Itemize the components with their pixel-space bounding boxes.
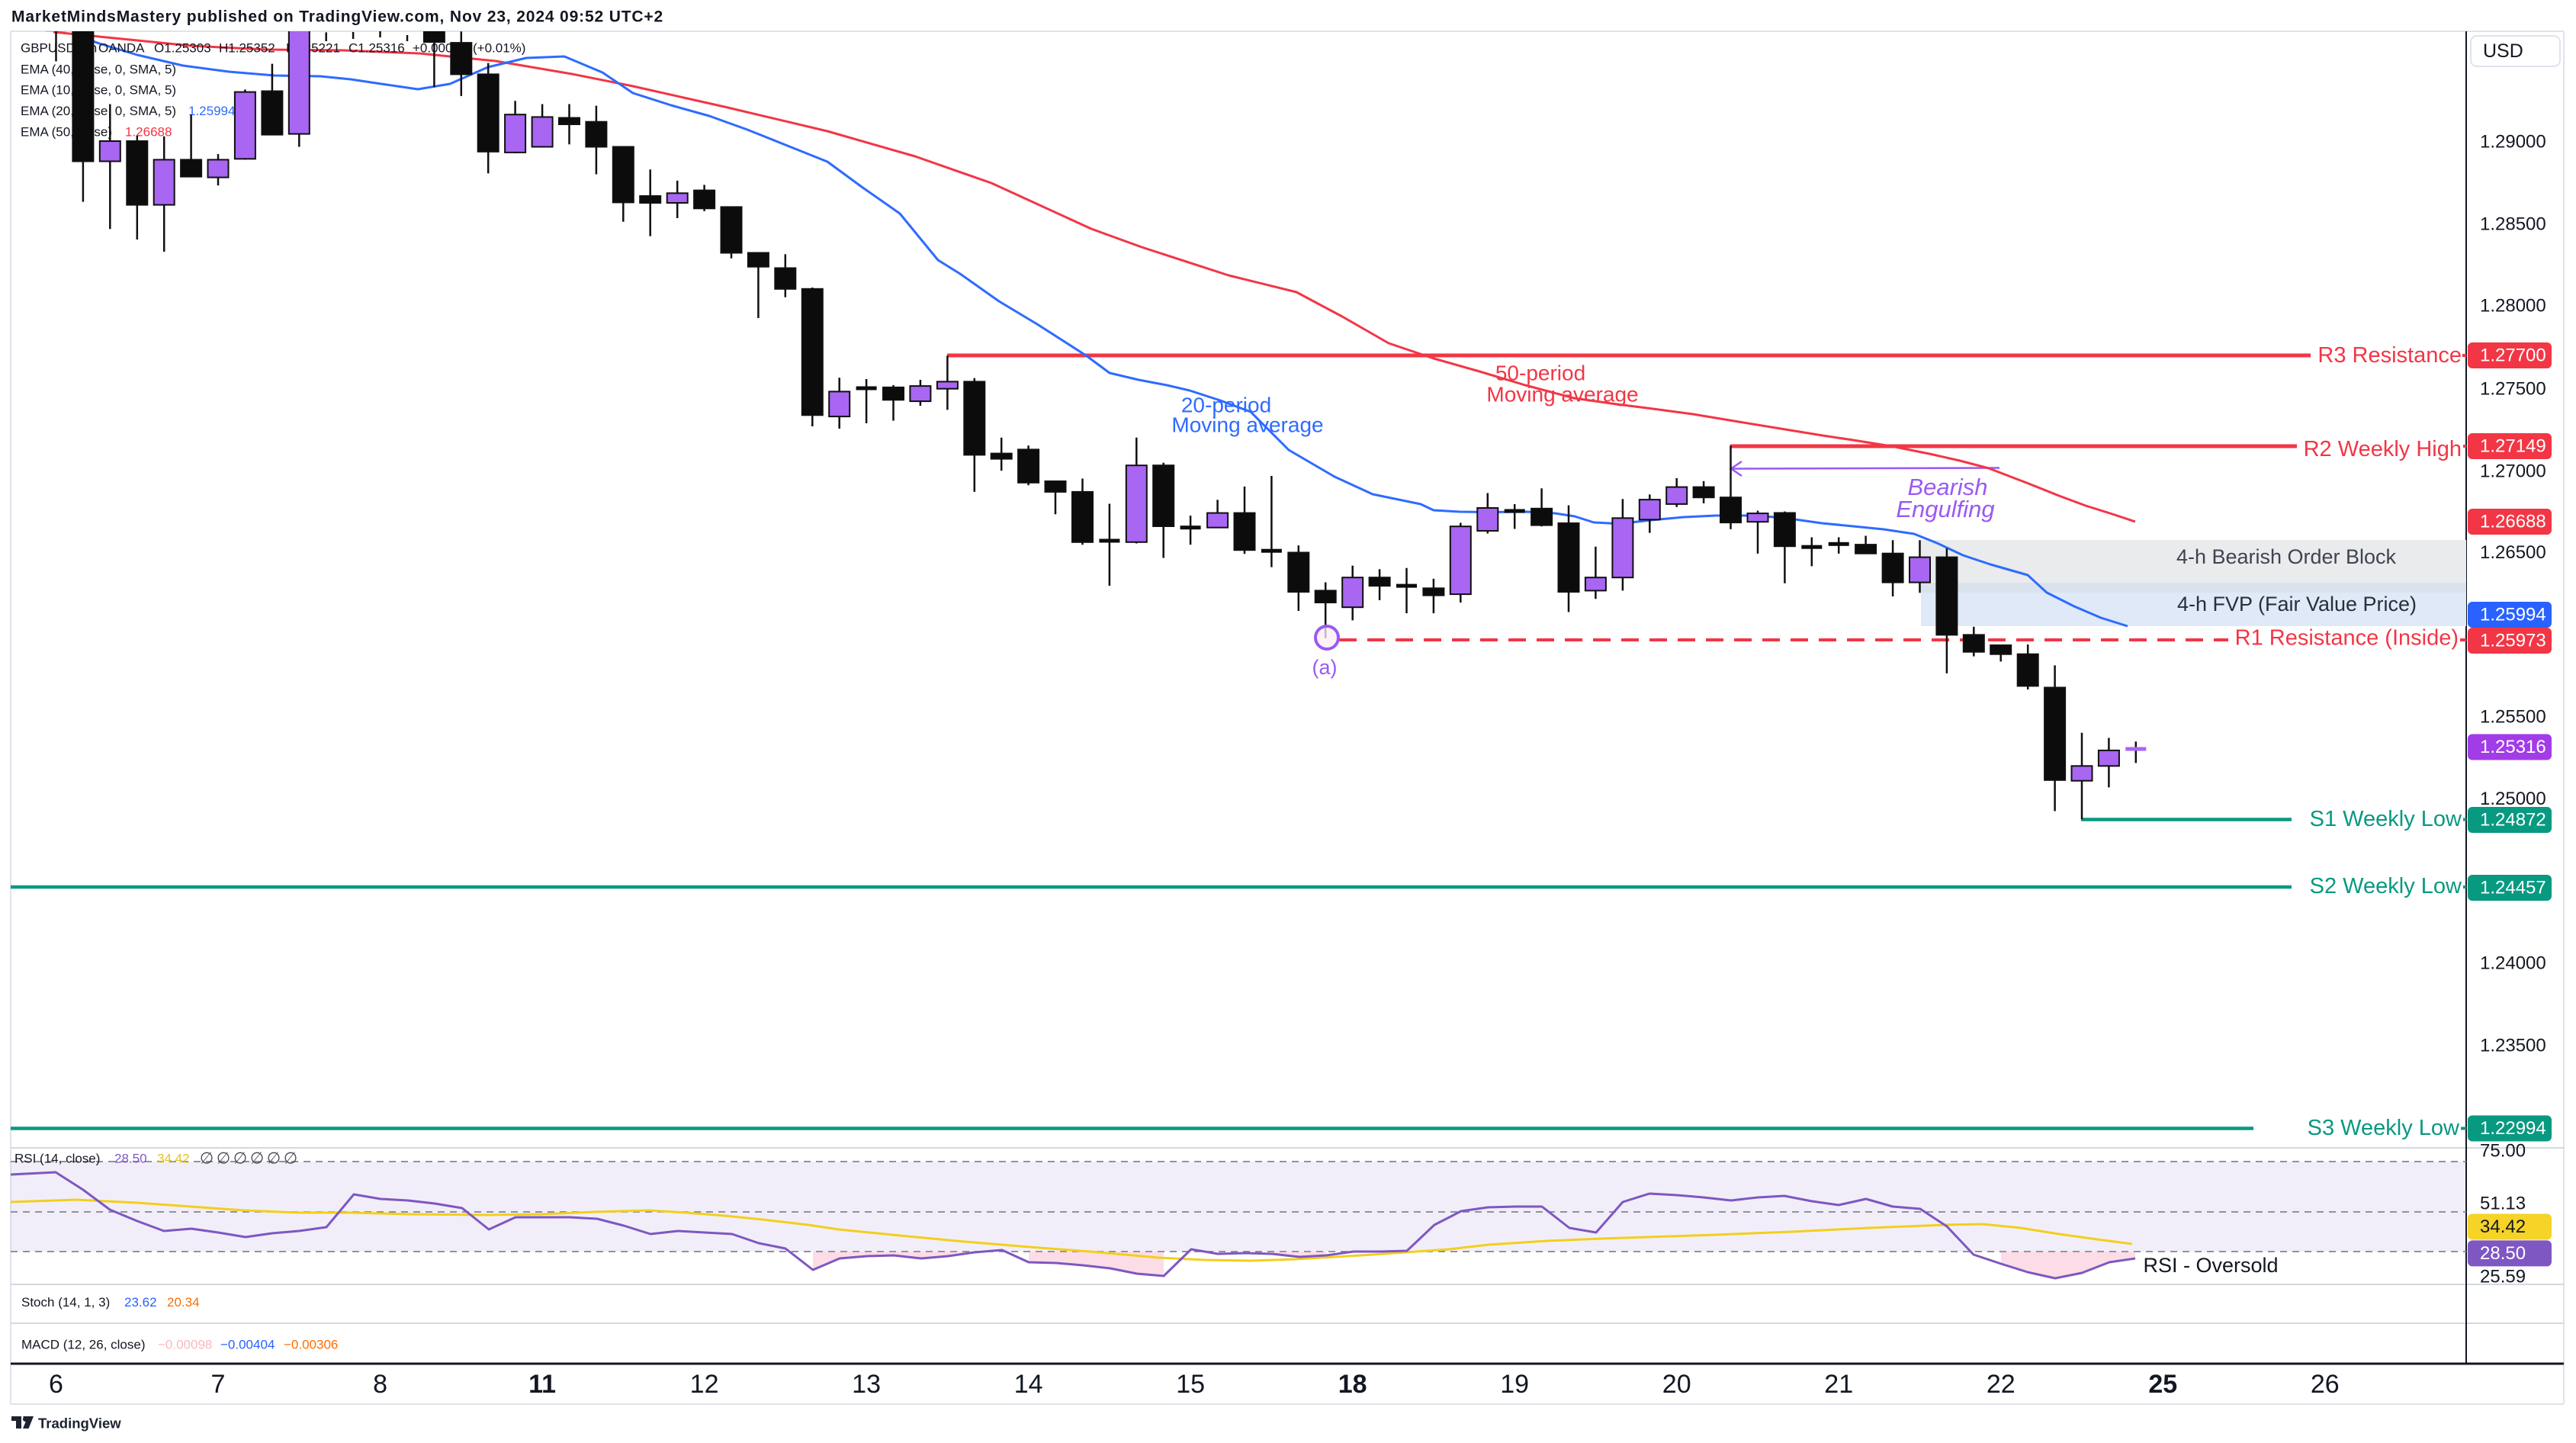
svg-text:Moving average: Moving average [1171, 413, 1323, 437]
svg-text:19: 19 [1500, 1370, 1529, 1399]
svg-text:1.25316: 1.25316 [2480, 737, 2546, 757]
svg-text:OANDA: OANDA [98, 41, 145, 56]
svg-text:1.25500: 1.25500 [2480, 707, 2546, 728]
svg-text:∅: ∅ [200, 1150, 214, 1168]
svg-text:1.27500: 1.27500 [2480, 379, 2546, 400]
svg-text:1.24000: 1.24000 [2480, 953, 2546, 974]
svg-text:34.42: 34.42 [157, 1152, 190, 1166]
svg-text:H1.25352: H1.25352 [219, 41, 275, 56]
svg-text:R3 Resistance: R3 Resistance [2317, 343, 2462, 368]
svg-text:R1 Resistance (Inside): R1 Resistance (Inside) [2235, 626, 2459, 651]
svg-text:∅: ∅ [233, 1150, 247, 1168]
svg-text:20: 20 [1662, 1370, 1691, 1399]
svg-text:Engulfing: Engulfing [1896, 496, 1994, 522]
svg-text:26: 26 [2311, 1370, 2340, 1399]
svg-text:S2 Weekly Low: S2 Weekly Low [2310, 874, 2462, 898]
svg-text:∅: ∅ [217, 1150, 230, 1168]
svg-text:22: 22 [1987, 1370, 2016, 1399]
svg-text:∅: ∅ [284, 1150, 297, 1168]
svg-text:1.24457: 1.24457 [2480, 878, 2546, 898]
svg-text:1.23500: 1.23500 [2480, 1036, 2546, 1056]
svg-text:4-h Bearish Order Block: 4-h Bearish Order Block [2176, 545, 2397, 568]
svg-text:1.28000: 1.28000 [2480, 296, 2546, 317]
svg-text:(+0.01%): (+0.01%) [473, 41, 525, 56]
svg-text:18: 18 [1338, 1370, 1367, 1399]
svg-text:TradingView: TradingView [38, 1416, 121, 1432]
svg-text:USD: USD [2483, 40, 2523, 62]
svg-text:−0.00098: −0.00098 [158, 1338, 212, 1352]
svg-text:28.50: 28.50 [2480, 1243, 2526, 1264]
svg-text:(a): (a) [1312, 656, 1338, 679]
svg-text:S1 Weekly Low: S1 Weekly Low [2310, 807, 2462, 831]
svg-text:EMA (10, close, 0, SMA, 5): EMA (10, close, 0, SMA, 5) [21, 83, 176, 98]
svg-text:1.28500: 1.28500 [2480, 214, 2546, 235]
svg-text:1.29000: 1.29000 [2480, 132, 2546, 153]
svg-text:50-period: 50-period [1495, 362, 1585, 385]
svg-text:15: 15 [1176, 1370, 1205, 1399]
svg-text:21: 21 [1824, 1370, 1853, 1399]
svg-text:20-period: 20-period [1181, 394, 1271, 417]
svg-text:1.26688: 1.26688 [2480, 512, 2546, 532]
svg-text:Stoch (14, 1, 3): Stoch (14, 1, 3) [21, 1295, 110, 1310]
svg-text:75.00: 75.00 [2480, 1141, 2526, 1162]
svg-text:1.25973: 1.25973 [2480, 631, 2546, 651]
svg-text:MarketMindsMastery published o: MarketMindsMastery published on TradingV… [11, 8, 663, 26]
svg-text:12: 12 [690, 1370, 719, 1399]
svg-text:∅: ∅ [267, 1150, 281, 1168]
svg-text:14: 14 [1014, 1370, 1043, 1399]
svg-text:1.27000: 1.27000 [2480, 461, 2546, 482]
svg-text:1.27700: 1.27700 [2480, 345, 2546, 366]
svg-text:EMA (40, close, 0, SMA, 5): EMA (40, close, 0, SMA, 5) [21, 63, 176, 77]
svg-text:1.27149: 1.27149 [2480, 436, 2546, 457]
svg-text:25.59: 25.59 [2480, 1267, 2526, 1287]
svg-text:R2 Weekly High: R2 Weekly High [2304, 437, 2462, 461]
svg-text:8: 8 [373, 1370, 387, 1399]
svg-text:EMA (50, close): EMA (50, close) [21, 125, 112, 140]
svg-text:C1.25316: C1.25316 [348, 41, 405, 56]
svg-text:6: 6 [49, 1370, 63, 1399]
svg-text:34.42: 34.42 [2480, 1216, 2526, 1237]
svg-text:11: 11 [528, 1370, 556, 1399]
svg-text:23.62: 23.62 [124, 1295, 157, 1310]
svg-text:MACD (12, 26, close): MACD (12, 26, close) [21, 1338, 146, 1352]
svg-text:28.50: 28.50 [114, 1152, 147, 1166]
svg-text:Bearish: Bearish [1907, 474, 1987, 500]
svg-text:1.25000: 1.25000 [2480, 789, 2546, 809]
svg-text:−0.00306: −0.00306 [284, 1338, 338, 1352]
svg-text:RSI - Oversold: RSI - Oversold [2143, 1254, 2278, 1277]
svg-text:4-h FVP (Fair Value Price): 4-h FVP (Fair Value Price) [2177, 593, 2417, 615]
svg-text:O1.25303: O1.25303 [154, 41, 211, 56]
svg-text:EMA (20, close, 0, SMA, 5): EMA (20, close, 0, SMA, 5) [21, 104, 176, 118]
svg-text:1.22994: 1.22994 [2480, 1118, 2546, 1139]
svg-text:51.13: 51.13 [2480, 1194, 2526, 1214]
svg-text:13: 13 [852, 1370, 881, 1399]
svg-text:∅: ∅ [250, 1150, 264, 1168]
svg-text:1.26500: 1.26500 [2480, 542, 2546, 563]
svg-text:20.34: 20.34 [167, 1295, 200, 1310]
svg-text:S3 Weekly Low: S3 Weekly Low [2308, 1116, 2460, 1140]
svg-text:Moving average: Moving average [1486, 383, 1638, 407]
svg-text:25: 25 [2148, 1370, 2177, 1399]
svg-text:RSI (14, close): RSI (14, close) [14, 1152, 100, 1166]
svg-text:1.24872: 1.24872 [2480, 810, 2546, 831]
svg-text:7: 7 [211, 1370, 226, 1399]
svg-text:1.25994: 1.25994 [188, 104, 235, 118]
svg-text:−0.00404: −0.00404 [220, 1338, 275, 1352]
svg-text:1.25994: 1.25994 [2480, 605, 2546, 625]
